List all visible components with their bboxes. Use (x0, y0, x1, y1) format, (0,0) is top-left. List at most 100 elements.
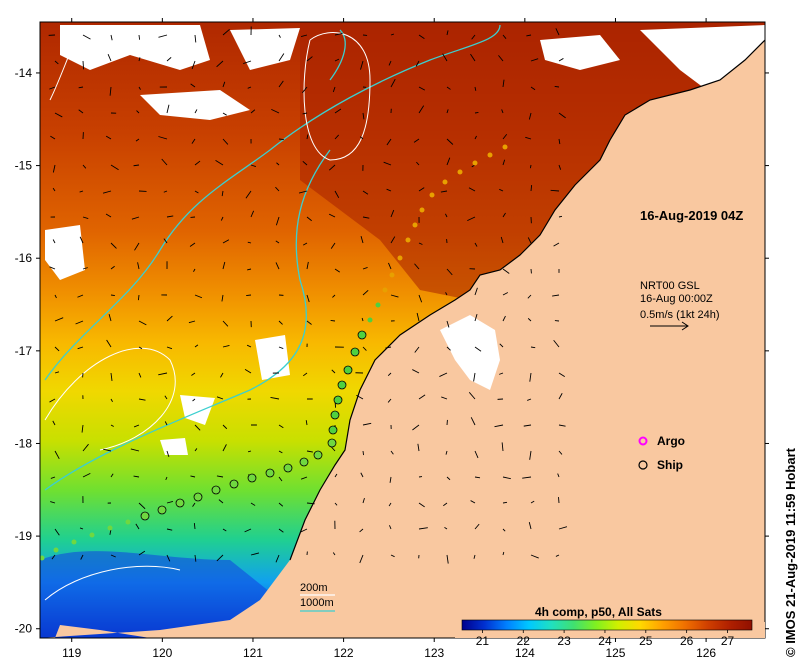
ship-track-point (247, 473, 257, 483)
current-arrow (110, 372, 113, 381)
current-arrow (191, 138, 196, 144)
argo-marker-icon (638, 436, 648, 446)
ship-track-point (382, 287, 388, 293)
current-arrow (528, 112, 532, 120)
current-arrow (446, 320, 450, 328)
current-arrow (528, 522, 532, 530)
current-arrow (474, 86, 477, 91)
current-arrow (418, 502, 425, 508)
current-arrow (557, 473, 560, 478)
current-arrow (80, 554, 84, 560)
current-arrow (502, 501, 508, 504)
current-arrow (50, 476, 56, 479)
ship-track-point (265, 468, 275, 478)
current-arrow (54, 371, 60, 374)
current-arrow (108, 313, 112, 322)
current-arrow (527, 318, 532, 322)
current-arrow (166, 528, 173, 531)
current-arrow (527, 398, 532, 401)
ship-track-point (330, 410, 340, 420)
current-arrow (386, 138, 392, 146)
current-arrow (110, 554, 116, 558)
current-arrow (50, 501, 56, 504)
current-arrow (555, 554, 560, 557)
current-arrow (222, 320, 229, 327)
current-arrow (164, 421, 168, 426)
x-tick-label: 121 (243, 646, 263, 660)
current-arrow (50, 135, 56, 140)
current-arrow (54, 346, 60, 352)
current-arrow (245, 190, 252, 199)
current-arrow (166, 215, 174, 218)
current-arrow (49, 86, 56, 90)
current-arrow (166, 315, 173, 322)
current-arrow (216, 554, 224, 562)
current-arrow (166, 450, 170, 458)
current-arrow (471, 34, 476, 40)
current-arrow (334, 32, 343, 36)
ship-track-point (412, 222, 418, 228)
current-arrow (330, 242, 336, 249)
current-arrow (192, 398, 196, 402)
isobath-legend: 200m 1000m (300, 582, 335, 612)
current-arrow (332, 294, 336, 298)
current-arrow (250, 502, 256, 506)
x-tick-label: 119 (62, 646, 81, 660)
current-arrow (298, 190, 308, 194)
current-arrow (250, 109, 256, 114)
current-arrow (190, 83, 196, 88)
current-arrow (158, 34, 168, 38)
current-arrow (558, 450, 563, 455)
current-arrow (418, 86, 426, 91)
current-arrow (442, 53, 448, 62)
current-arrow (362, 422, 372, 426)
current-arrow (138, 86, 141, 90)
current-arrow (110, 265, 115, 270)
current-arrow (467, 216, 476, 222)
current-arrow (554, 85, 560, 88)
current-arrow (552, 294, 560, 297)
colorbar-scale (461, 619, 753, 631)
x-tick-label: 123 (424, 646, 444, 660)
current-arrow (473, 554, 476, 559)
current-arrow (300, 476, 308, 480)
current-arrow (414, 263, 420, 270)
current-arrow (82, 443, 89, 452)
current-arrow (474, 346, 482, 352)
current-arrow (134, 242, 140, 251)
ship-track-point (157, 505, 167, 515)
current-arrow (79, 527, 84, 530)
x-axis: 119 120 121 122 123 124 125 126 (62, 18, 716, 660)
current-arrow (302, 112, 308, 115)
current-arrow (130, 448, 140, 452)
current-arrow (360, 60, 364, 70)
current-arrow (110, 398, 113, 403)
current-arrow (164, 395, 168, 400)
current-arrow (529, 164, 532, 169)
current-arrow (215, 159, 224, 166)
current-arrow (105, 135, 112, 140)
current-arrow (194, 448, 198, 452)
current-arrow (470, 417, 476, 426)
current-arrow (82, 267, 88, 270)
ship-track-point (125, 519, 131, 525)
current-arrow (306, 450, 313, 453)
current-arrow (216, 396, 224, 400)
current-arrow (388, 60, 392, 66)
ship-track-point (71, 539, 77, 545)
current-arrow (49, 398, 56, 403)
current-arrow (278, 346, 284, 350)
current-arrow (302, 242, 308, 246)
x-tick-label: 126 (696, 646, 716, 660)
current-arrow (500, 236, 504, 244)
map-title: 16-Aug-2019 04Z (640, 208, 743, 223)
current-arrow (530, 185, 533, 192)
current-arrow (110, 34, 113, 41)
current-arrow (136, 110, 140, 114)
current-arrow (222, 138, 229, 145)
current-arrow (362, 346, 367, 351)
current-arrow (218, 499, 224, 504)
x-tick-label: 122 (334, 646, 354, 660)
current-arrow (221, 190, 224, 197)
current-arrow (385, 346, 392, 349)
